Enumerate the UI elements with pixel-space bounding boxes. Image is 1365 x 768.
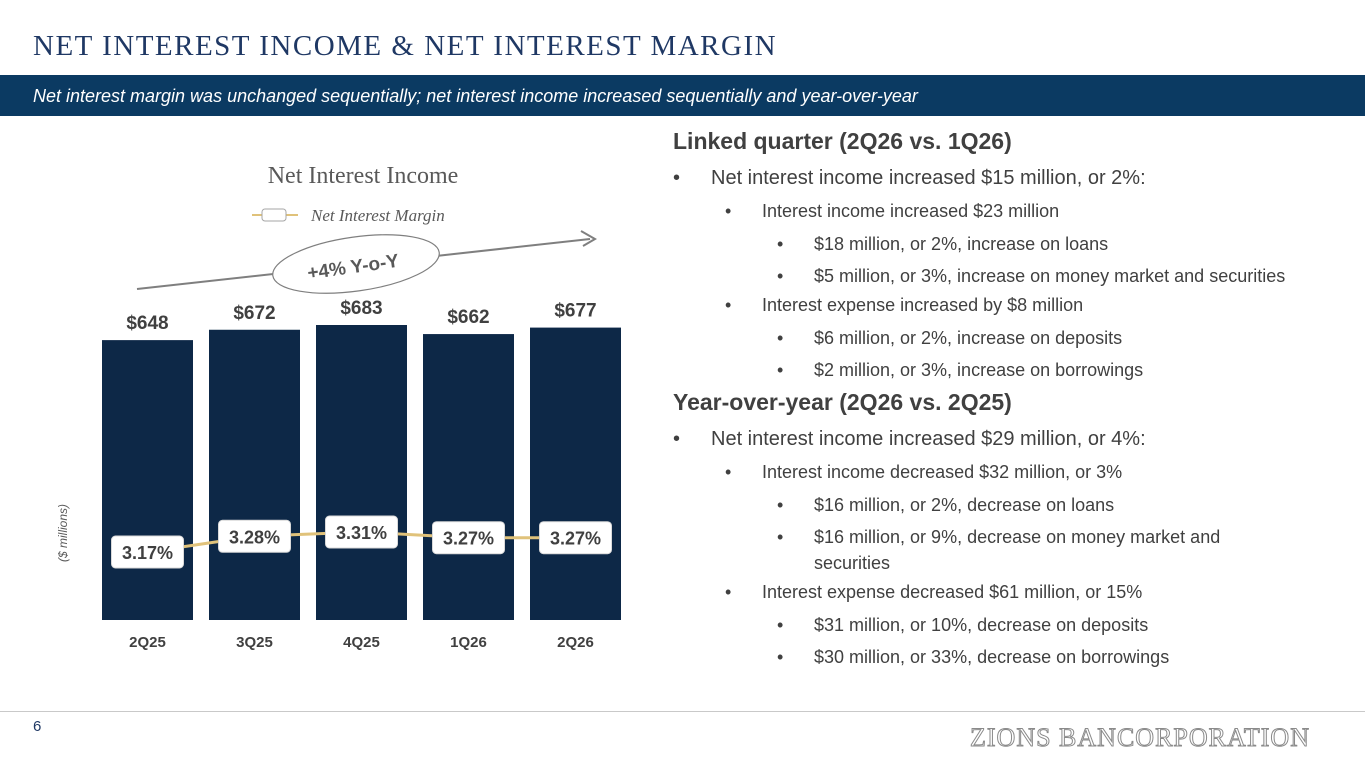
bar-value-label: $677 <box>554 301 596 322</box>
company-logo: ZIONS BANCORPORATION <box>970 723 1310 753</box>
x-tick-label: 1Q26 <box>450 634 487 651</box>
x-tick-label: 2Q25 <box>129 634 166 651</box>
linked-bullet-7: $2 million, or 3%, increase on borrowing… <box>673 357 1353 383</box>
bar-value-label: $662 <box>447 307 489 328</box>
annotation-ellipse <box>272 234 440 294</box>
margin-value-label: 3.27% <box>550 529 601 549</box>
x-tick-label: 2Q26 <box>557 634 594 651</box>
linked-bullet-6: $6 million, or 2%, increase on deposits <box>673 325 1353 351</box>
margin-value-label: 3.17% <box>122 543 173 563</box>
legend-marker-swatch <box>261 208 287 222</box>
bar-value-label: $672 <box>233 303 275 324</box>
linked-bullet-1: Net interest income increased $15 millio… <box>673 167 1353 190</box>
bar-value-label: $683 <box>340 298 382 319</box>
margin-point-marker <box>432 521 505 555</box>
bar-2Q25 <box>102 340 193 620</box>
page-number: 6 <box>33 718 42 735</box>
margin-point-marker <box>539 521 612 555</box>
margin-value-label: 3.28% <box>229 527 280 547</box>
margin-value-labels: 3.17% 3.28% 3.31% 3.27% 3.27% <box>111 515 612 569</box>
x-tick-label: 4Q25 <box>343 634 380 651</box>
margin-point-marker <box>325 515 398 549</box>
yoy-bullet-4: $16 million, or 9%, decrease on money ma… <box>673 524 1284 576</box>
margin-value-label: 3.31% <box>336 523 387 543</box>
subtitle-text: Net interest margin was unchanged sequen… <box>33 86 918 106</box>
bar-1Q26 <box>423 334 514 620</box>
y-axis-label: ($ millions) <box>56 504 70 562</box>
linked-bullet-3: $18 million, or 2%, increase on loans <box>673 231 1353 257</box>
yoy-bullet-2: Interest income decreased $32 million, o… <box>673 462 1353 483</box>
yoy-bullet-5: Interest expense decreased $61 million, … <box>673 582 1353 603</box>
margin-value-label: 3.27% <box>443 529 494 549</box>
net-interest-income-chart: Net Interest Income Net Interest Margin … <box>56 163 621 651</box>
chart-title: Net Interest Income <box>268 163 459 189</box>
commentary-panel: Linked quarter (2Q26 vs. 1Q26) Net inter… <box>673 128 1353 670</box>
subtitle-banner: Net interest margin was unchanged sequen… <box>0 75 1365 116</box>
linked-quarter-heading: Linked quarter (2Q26 vs. 1Q26) <box>673 128 1012 154</box>
yoy-bullet-3: $16 million, or 2%, decrease on loans <box>673 492 1353 518</box>
x-axis-tick-labels: 2Q25 3Q25 4Q25 1Q26 2Q26 <box>129 634 594 651</box>
yoy-bullet-6: $31 million, or 10%, decrease on deposit… <box>673 612 1353 638</box>
yoy-bullet-7: $30 million, or 33%, decrease on borrowi… <box>673 644 1353 670</box>
bar-value-label: $648 <box>126 313 168 334</box>
bar-3Q25 <box>209 329 300 620</box>
linked-bullet-5: Interest expense increased by $8 million <box>673 295 1353 316</box>
margin-point-marker <box>218 519 291 553</box>
bar-4Q25 <box>316 325 407 620</box>
bar-2Q26 <box>530 327 621 620</box>
trend-arrow-head <box>580 230 597 247</box>
yoy-bullet-1: Net interest income increased $29 millio… <box>673 428 1353 451</box>
linked-bullet-2: Interest income increased $23 million <box>673 201 1353 222</box>
yoy-annotation: +4% Y-o-Y <box>136 230 597 294</box>
margin-point-marker <box>111 535 184 569</box>
x-tick-label: 3Q25 <box>236 634 273 651</box>
page-title: NET INTEREST INCOME & NET INTEREST MARGI… <box>33 30 778 62</box>
bar-series <box>102 325 621 620</box>
chart-legend: Net Interest Margin <box>252 206 445 225</box>
yoy-heading: Year-over-year (2Q26 vs. 2Q25) <box>673 389 1012 415</box>
footer-divider <box>0 711 1365 712</box>
legend-label-margin: Net Interest Margin <box>310 206 445 225</box>
linked-bullet-4: $5 million, or 3%, increase on money mar… <box>673 263 1353 289</box>
bar-value-labels: $648 $672 $683 $662 $677 <box>126 298 596 334</box>
